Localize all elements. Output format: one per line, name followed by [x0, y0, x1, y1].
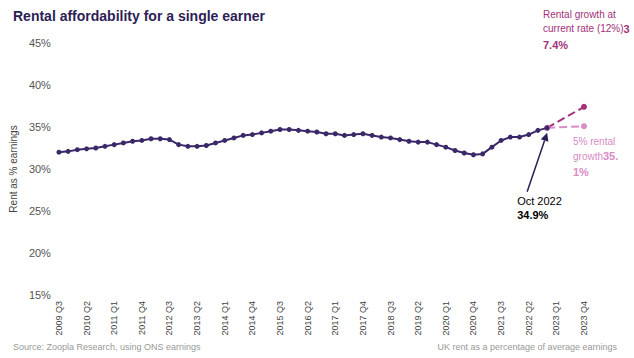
- svg-text:35%: 35%: [29, 121, 51, 133]
- svg-text:2014 Q4: 2014 Q4: [247, 301, 257, 336]
- svg-text:growth: growth: [573, 151, 603, 162]
- svg-text:current rate (12%): current rate (12%): [543, 23, 624, 34]
- svg-text:5% rental: 5% rental: [573, 136, 618, 147]
- svg-text:2022 Q2: 2022 Q2: [524, 301, 534, 336]
- svg-text:34.9%: 34.9%: [517, 209, 548, 221]
- svg-text:20%: 20%: [29, 247, 51, 259]
- svg-text:15%: 15%: [29, 289, 51, 301]
- svg-text:2010 Q2: 2010 Q2: [82, 301, 92, 336]
- svg-text:40%: 40%: [29, 79, 51, 91]
- svg-text:2013 Q2: 2013 Q2: [192, 301, 202, 336]
- svg-text:Oct 2022: Oct 2022: [517, 195, 562, 207]
- svg-text:2015 Q3: 2015 Q3: [275, 301, 285, 336]
- svg-text:2011 Q1: 2011 Q1: [109, 301, 119, 335]
- svg-text:25%: 25%: [29, 205, 51, 217]
- svg-text:45%: 45%: [29, 37, 51, 49]
- svg-text:UK rent as a percentage of ave: UK rent as a percentage of average earni…: [437, 342, 617, 352]
- svg-text:Rent as % earnings: Rent as % earnings: [8, 125, 19, 212]
- svg-text:2009 Q3: 2009 Q3: [54, 301, 64, 336]
- svg-text:2020 Q1: 2020 Q1: [441, 301, 451, 336]
- svg-text:2016 Q2: 2016 Q2: [303, 301, 313, 336]
- svg-text:2023 Q4: 2023 Q4: [579, 301, 589, 336]
- svg-text:2014 Q1: 2014 Q1: [220, 301, 230, 336]
- svg-text:7.4%: 7.4%: [543, 39, 568, 51]
- svg-text:Source: Zoopla Research, using: Source: Zoopla Research, using ONS earni…: [13, 342, 201, 352]
- svg-text:30%: 30%: [29, 163, 51, 175]
- svg-text:35.: 35.: [603, 150, 618, 162]
- svg-text:Rental growth at: Rental growth at: [543, 9, 619, 20]
- svg-text:2017 Q4: 2017 Q4: [358, 301, 368, 336]
- svg-text:2012 Q3: 2012 Q3: [164, 301, 174, 336]
- svg-text:2019 Q2: 2019 Q2: [413, 301, 423, 336]
- svg-text:Rental affordability for a sin: Rental affordability for a single earner: [13, 8, 266, 24]
- svg-text:2018 Q3: 2018 Q3: [386, 301, 396, 336]
- svg-text:3: 3: [624, 23, 630, 35]
- svg-text:1%: 1%: [573, 166, 589, 178]
- svg-text:2021 Q3: 2021 Q3: [496, 301, 506, 336]
- svg-text:2023 Q1: 2023 Q1: [551, 301, 561, 336]
- svg-text:2011 Q4: 2011 Q4: [137, 301, 147, 335]
- svg-text:2017 Q1: 2017 Q1: [330, 301, 340, 336]
- svg-text:2020 Q4: 2020 Q4: [468, 301, 478, 336]
